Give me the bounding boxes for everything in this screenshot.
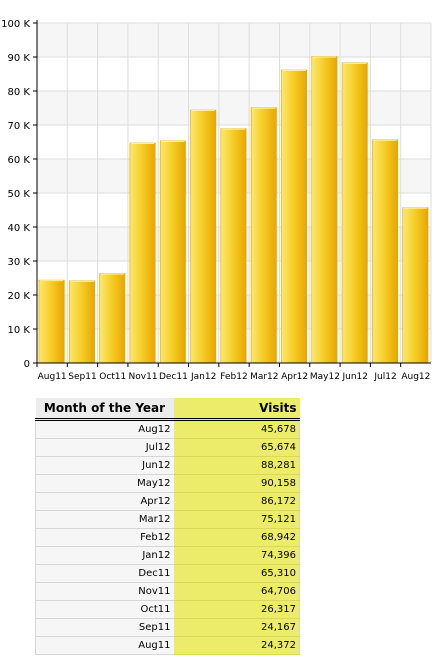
- table-row: Aug11 24,372: [35, 636, 300, 655]
- bar-sep11[interactable]: [69, 280, 95, 364]
- y-tick-label: 40 K: [8, 223, 31, 234]
- row-month: Jan12: [35, 546, 174, 565]
- bar-aug12[interactable]: [402, 207, 429, 364]
- x-tick-label: Feb12: [220, 372, 247, 382]
- bar-dec11[interactable]: [159, 140, 186, 364]
- row-visits: 88,281: [173, 456, 300, 475]
- row-visits: 26,317: [173, 600, 300, 619]
- x-tick-label: Mar12: [250, 372, 278, 382]
- row-month: May12: [35, 474, 174, 493]
- y-tick-label: 100 K: [1, 19, 30, 30]
- row-month: Oct11: [35, 600, 174, 619]
- visits-table: Month of the Year Visits Aug12 45,678 Jul1…: [35, 398, 300, 655]
- table-row: Jul12 65,674: [35, 438, 300, 457]
- header-month[interactable]: Month of the Year: [35, 398, 174, 421]
- y-tick-label: 70 K: [8, 121, 31, 132]
- bars: [38, 56, 429, 364]
- row-visits: 24,167: [173, 618, 300, 637]
- row-month: Jul12: [35, 438, 174, 457]
- x-tick-label: Aug12: [401, 372, 430, 382]
- row-month: Sep11: [35, 618, 174, 637]
- header-visits[interactable]: Visits: [173, 398, 300, 421]
- row-month: Jun12: [35, 456, 174, 475]
- bar-may12[interactable]: [311, 56, 338, 364]
- x-tick-label: Oct11: [99, 372, 126, 382]
- visits-bar-chart: 0 10 K 20 K 30 K 40 K 50 K 60 K 70 K 80 K 90 K 100…: [1, 19, 432, 382]
- table-row: Oct11 26,317: [35, 600, 300, 619]
- table-row: Apr12 86,172: [35, 492, 300, 511]
- row-visits: 75,121: [173, 510, 300, 529]
- table-row: May12 90,158: [35, 474, 300, 493]
- row-month: Aug12: [35, 419, 174, 439]
- row-visits: 74,396: [173, 546, 300, 565]
- y-tick-label: 30 K: [8, 257, 31, 268]
- y-tick-label: 50 K: [8, 189, 31, 200]
- bar-jun12[interactable]: [341, 62, 368, 364]
- x-tick-label: Sep11: [68, 372, 96, 382]
- table-row: Feb12 68,942: [35, 528, 300, 547]
- table-header-row: Month of the Year Visits: [35, 398, 300, 421]
- row-month: Apr12: [35, 492, 174, 511]
- table-row: Dec11 65,310: [35, 564, 300, 583]
- row-visits: 64,706: [173, 582, 300, 601]
- bar-jan12[interactable]: [190, 109, 217, 364]
- plot-band: [37, 23, 431, 57]
- row-month: Mar12: [35, 510, 174, 529]
- x-tick-label: Dec11: [159, 372, 188, 382]
- row-visits: 65,674: [173, 438, 300, 457]
- row-visits: 86,172: [173, 492, 300, 511]
- y-tick-labels: 0 10 K 20 K 30 K 40 K 50 K 60 K 70 K 80 K 90 K 100…: [1, 19, 30, 370]
- row-visits: 45,678: [173, 419, 300, 439]
- bar-mar12[interactable]: [250, 107, 277, 364]
- plot-band: [37, 91, 431, 125]
- bar-aug11[interactable]: [38, 279, 65, 364]
- table-row: Jun12 88,281: [35, 456, 300, 475]
- row-month: Nov11: [35, 582, 174, 601]
- row-visits: 24,372: [173, 636, 300, 655]
- x-tick-label: May12: [310, 372, 340, 382]
- bar-oct11[interactable]: [99, 273, 126, 364]
- table-row: Aug12 45,678: [35, 419, 300, 439]
- x-tick-label: Aug11: [38, 372, 67, 382]
- visits-table-container: Month of the Year Visits Aug12 45,678 Jul1…: [35, 398, 300, 655]
- x-tick-label: Nov11: [129, 372, 158, 382]
- x-tick-label: Apr12: [281, 372, 308, 382]
- y-tick-label: 0: [24, 359, 30, 370]
- y-tick-label: 20 K: [8, 291, 31, 302]
- y-tick-label: 90 K: [8, 53, 31, 64]
- x-tick-labels: Aug11 Sep11 Oct11 Nov11 Dec11 Jan12 Feb12 Mar12…: [38, 372, 431, 382]
- y-tick-label: 80 K: [8, 87, 31, 98]
- row-visits: 68,942: [173, 528, 300, 547]
- bar-feb12[interactable]: [220, 128, 247, 364]
- table-row: Nov11 64,706: [35, 582, 300, 601]
- bar-apr12[interactable]: [281, 69, 308, 364]
- row-visits: 90,158: [173, 474, 300, 493]
- table-row: Jan12 74,396: [35, 546, 300, 565]
- row-month: Feb12: [35, 528, 174, 547]
- row-month: Aug11: [35, 636, 174, 655]
- row-month: Dec11: [35, 564, 174, 583]
- bar-nov11[interactable]: [129, 142, 156, 364]
- bar-jul12[interactable]: [372, 139, 398, 364]
- table-row: Mar12 75,121: [35, 510, 300, 529]
- y-tick-label: 60 K: [8, 155, 31, 166]
- x-tick-label: Jul12: [373, 372, 396, 382]
- row-visits: 65,310: [173, 564, 300, 583]
- x-tick-label: Jan12: [190, 372, 216, 382]
- y-tick-label: 10 K: [8, 325, 31, 336]
- table-row: Sep11 24,167: [35, 618, 300, 637]
- x-tick-label: Jun12: [341, 372, 368, 382]
- axes: [33, 20, 431, 367]
